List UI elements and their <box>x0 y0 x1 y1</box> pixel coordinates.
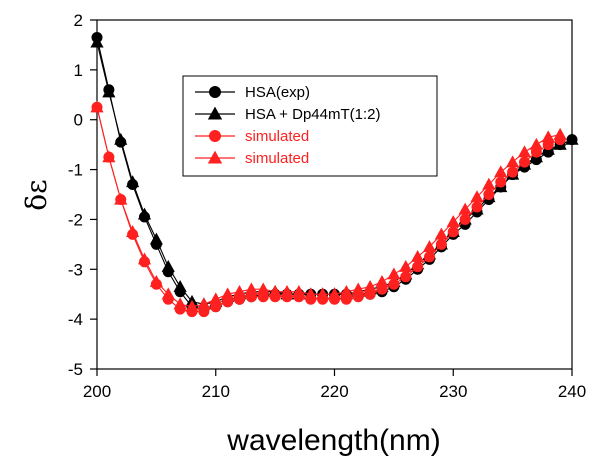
data-point <box>387 267 401 280</box>
data-point <box>137 207 152 220</box>
y-tick-label: -4 <box>68 310 83 329</box>
data-point <box>256 282 270 295</box>
data-point <box>102 150 116 163</box>
legend: HSA(exp) HSA + Dp44mT(1:2) simulated simula… <box>182 75 438 177</box>
data-point <box>422 240 437 252</box>
data-point <box>244 282 258 295</box>
data-point <box>541 130 555 143</box>
series-4 <box>90 100 567 312</box>
data-point <box>495 176 507 188</box>
data-point <box>197 297 211 310</box>
data-point <box>102 85 116 98</box>
y-tick-label: 1 <box>74 61 83 80</box>
y-tick-label: -1 <box>68 161 83 180</box>
data-point <box>553 127 567 140</box>
data-point <box>268 284 282 297</box>
x-axis-label: wavelength(nm) <box>226 424 440 457</box>
y-tick-label: 2 <box>74 11 83 30</box>
tick-layer: 200 210 220 230 240 -5 -4 -3 -2 -1 0 1 2 <box>68 11 586 401</box>
data-point <box>459 213 471 225</box>
data-point <box>90 100 104 113</box>
data-point <box>435 238 447 250</box>
data-point <box>114 192 128 205</box>
data-point <box>161 260 175 272</box>
data-point <box>482 177 496 190</box>
x-tick-label: 230 <box>439 382 467 401</box>
data-point <box>161 287 175 300</box>
data-point <box>173 279 187 292</box>
legend-marker <box>207 106 223 120</box>
data-point <box>494 165 508 178</box>
data-point <box>446 215 460 228</box>
data-point <box>471 201 483 213</box>
data-point <box>304 287 318 300</box>
data-point <box>363 279 377 292</box>
x-tick-label: 240 <box>558 382 586 401</box>
data-point <box>458 202 472 215</box>
data-point <box>424 251 435 263</box>
y-tick-label: 0 <box>74 111 83 130</box>
legend-label: HSA(exp) <box>245 84 310 101</box>
data-point <box>137 252 152 265</box>
legend-label: simulated <box>245 128 309 145</box>
data-point <box>400 271 412 283</box>
data-point <box>114 132 128 145</box>
data-point <box>327 287 342 300</box>
x-tick-label: 210 <box>202 382 230 401</box>
data-point <box>519 156 530 168</box>
data-point <box>339 284 353 297</box>
legend-marker <box>209 130 221 142</box>
data-point <box>173 297 187 310</box>
data-point <box>221 287 235 300</box>
x-tick-label: 200 <box>83 382 111 401</box>
data-point <box>185 299 199 312</box>
legend-marker <box>207 150 223 164</box>
data-point <box>470 190 484 203</box>
data-point <box>507 166 519 178</box>
legend-box <box>182 75 438 177</box>
data-point <box>399 260 413 272</box>
series-layer <box>90 31 579 318</box>
data-point <box>517 145 532 158</box>
data-point <box>529 137 543 150</box>
data-point <box>149 232 163 245</box>
data-point <box>388 278 400 290</box>
data-point <box>483 189 495 200</box>
data-point <box>280 284 294 297</box>
data-point <box>411 250 425 262</box>
data-point <box>126 175 140 188</box>
legend-label: simulated <box>245 150 309 167</box>
data-point <box>375 274 389 287</box>
data-point <box>506 155 520 168</box>
data-point <box>149 274 163 287</box>
data-point <box>90 35 104 48</box>
data-point <box>292 284 306 297</box>
data-point <box>447 226 459 238</box>
y-axis-label: δε <box>20 179 53 210</box>
y-tick-label: -5 <box>68 360 83 379</box>
data-point <box>351 282 365 295</box>
data-point <box>232 284 247 297</box>
legend-label: HSA + Dp44mT(1:2) <box>245 106 380 123</box>
data-point <box>434 227 448 240</box>
y-tick-label: -2 <box>68 210 83 229</box>
data-point <box>316 287 330 300</box>
data-point <box>126 225 140 237</box>
data-point <box>209 292 223 305</box>
data-point <box>412 261 424 273</box>
data-point <box>565 132 579 145</box>
legend-marker <box>209 86 221 98</box>
plot-area <box>96 19 573 370</box>
x-tick-label: 220 <box>320 382 348 401</box>
y-tick-label: -3 <box>68 260 83 279</box>
